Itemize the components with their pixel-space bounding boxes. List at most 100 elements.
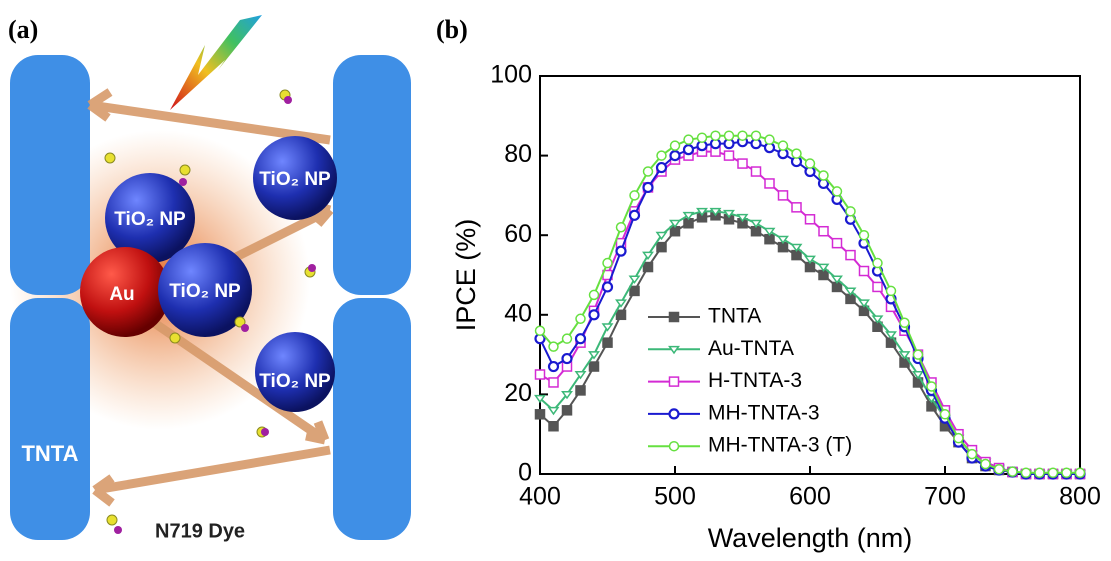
marker	[669, 140, 681, 151]
marker	[642, 181, 654, 194]
marker	[668, 408, 680, 420]
marker	[642, 261, 654, 273]
marker	[804, 255, 816, 264]
marker	[804, 158, 816, 169]
marker	[872, 257, 883, 269]
marker	[980, 458, 991, 470]
light-bolt	[170, 15, 262, 110]
marker	[723, 209, 735, 219]
marker	[655, 231, 668, 241]
marker	[844, 287, 857, 296]
chart: 400 500 600 700 800 0 20 40 60 80 100 Wavelength (n…	[451, 61, 1101, 554]
marker	[764, 178, 775, 189]
marker	[548, 341, 559, 352]
marker	[885, 285, 897, 297]
marker	[736, 213, 749, 223]
marker	[912, 371, 924, 380]
marker	[899, 317, 910, 329]
marker	[791, 202, 802, 213]
marker	[683, 134, 694, 145]
marker	[858, 229, 870, 241]
x-tick-label: 800	[1059, 483, 1101, 511]
marker	[1074, 467, 1086, 479]
tnta-tube	[10, 298, 90, 540]
y-tick-label: 60	[504, 220, 532, 248]
marker	[750, 219, 762, 229]
marker	[872, 281, 883, 293]
marker	[534, 394, 546, 404]
marker	[534, 369, 546, 380]
marker	[615, 245, 627, 257]
marker	[1061, 467, 1072, 479]
marker	[723, 150, 735, 161]
marker	[763, 227, 776, 237]
marker	[561, 333, 573, 344]
marker	[656, 241, 667, 253]
tio2-particle	[255, 332, 335, 412]
marker	[574, 333, 587, 345]
marker	[966, 448, 978, 460]
x-tick-label: 600	[789, 483, 831, 511]
marker	[898, 351, 911, 360]
marker	[534, 325, 546, 336]
marker	[926, 381, 937, 392]
schematic-label: TiO₂ NP	[259, 169, 331, 190]
marker	[709, 207, 722, 217]
tio2-particle	[253, 136, 337, 220]
marker	[588, 309, 600, 321]
marker	[790, 243, 803, 253]
marker	[831, 275, 843, 284]
x-tick-label: 700	[924, 483, 966, 511]
marker	[548, 377, 559, 388]
marker	[668, 376, 680, 387]
marker	[547, 406, 560, 416]
marker	[710, 130, 721, 141]
marker	[602, 257, 613, 269]
marker	[791, 148, 802, 159]
x-axis-label: Wavelength (nm)	[708, 523, 913, 553]
marker	[615, 299, 627, 308]
marker	[858, 299, 870, 308]
marker	[777, 190, 789, 201]
marker	[574, 371, 587, 380]
marker	[588, 361, 600, 372]
dye-centers	[114, 96, 316, 534]
au-particle	[80, 247, 170, 337]
marker	[561, 390, 573, 400]
marker	[575, 385, 586, 396]
marker	[656, 150, 667, 161]
marker	[602, 337, 613, 348]
tio2-particle	[158, 243, 252, 337]
schematic-label: TiO₂ NP	[259, 371, 331, 392]
marker	[993, 463, 1005, 475]
marker	[817, 263, 830, 272]
marker	[601, 323, 614, 332]
marker	[818, 170, 829, 181]
marker	[845, 249, 856, 261]
schematic: TiO₂ NP TiO₂ NP TiO₂ NP TiO₂ NP Au TNTA …	[10, 15, 411, 542]
panel-label: (b)	[436, 15, 468, 44]
legend-label: TNTA	[708, 305, 761, 328]
marker	[642, 251, 654, 260]
tio2-particle	[105, 173, 195, 263]
marker	[547, 360, 560, 373]
marker	[588, 289, 600, 301]
marker	[953, 432, 964, 444]
y-tick-label: 0	[518, 459, 532, 487]
marker	[737, 130, 748, 141]
tnta-tube	[10, 55, 90, 295]
marker	[1007, 466, 1018, 477]
marker	[804, 214, 816, 225]
marker	[750, 130, 762, 141]
x-tick-label: 400	[519, 483, 561, 511]
y-tick-label: 40	[504, 299, 532, 327]
marker	[601, 281, 614, 293]
marker	[669, 150, 681, 162]
marker	[615, 221, 627, 233]
marker	[696, 132, 708, 143]
legend-label: H-TNTA-3	[708, 369, 802, 392]
marker	[682, 211, 695, 221]
marker	[831, 237, 843, 249]
